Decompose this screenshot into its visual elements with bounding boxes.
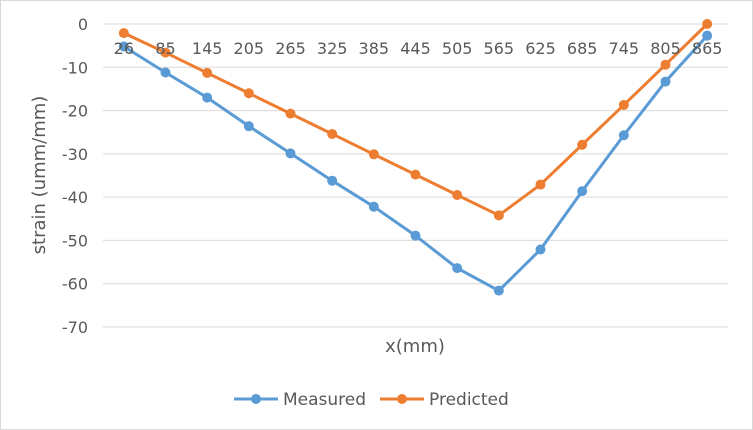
x-tick-label: 565 xyxy=(484,39,515,58)
data-point xyxy=(702,19,713,29)
y-tick-label: -60 xyxy=(62,275,88,294)
data-point xyxy=(202,67,213,78)
legend-marker xyxy=(397,394,407,404)
data-point xyxy=(493,285,504,296)
data-point xyxy=(410,169,421,180)
series-predicted xyxy=(118,19,713,221)
x-tick-label: 445 xyxy=(400,39,431,58)
series-layer xyxy=(118,19,713,296)
data-point xyxy=(160,67,171,78)
y-tick-label: -30 xyxy=(62,145,88,164)
legend-marker xyxy=(251,394,261,404)
data-point xyxy=(285,148,296,159)
x-tick-label: 325 xyxy=(317,39,348,58)
x-tick-label: 145 xyxy=(192,39,223,58)
data-point xyxy=(535,179,546,190)
legend-label: Predicted xyxy=(429,390,509,410)
y-tick-label: -10 xyxy=(62,58,88,77)
legend-item-predicted: Predicted xyxy=(380,390,509,410)
data-point xyxy=(452,189,463,200)
x-axis-title: x(mm) xyxy=(385,336,445,357)
x-tick-label: 205 xyxy=(234,39,265,58)
data-point xyxy=(243,88,254,99)
data-point xyxy=(118,28,129,39)
data-point xyxy=(368,149,379,160)
x-tick-label: 805 xyxy=(650,39,681,58)
data-point xyxy=(660,59,671,70)
data-point xyxy=(368,201,379,212)
data-point xyxy=(577,186,588,197)
data-point xyxy=(243,121,254,132)
x-tick-label: 85 xyxy=(155,39,175,58)
legend: Measured Predicted xyxy=(234,390,509,410)
data-point xyxy=(452,263,463,274)
data-point xyxy=(660,76,671,87)
y-tick-label: -50 xyxy=(62,231,88,250)
y-tick-label: -70 xyxy=(62,318,88,337)
x-tick-label: 26 xyxy=(114,39,134,58)
data-point xyxy=(160,47,171,58)
x-tick-label: 265 xyxy=(275,39,306,58)
data-point xyxy=(535,244,546,255)
y-tick-label: -40 xyxy=(62,188,88,207)
data-point xyxy=(618,99,629,110)
x-axis-tick-labels: 26 85 145 205 265 325 385 445 505 565 625 685 745 805… xyxy=(114,39,723,58)
data-point xyxy=(618,130,629,141)
data-point xyxy=(285,108,296,119)
data-point xyxy=(577,139,588,150)
y-axis-title: strain (umm/mm) xyxy=(29,96,50,255)
series-measured xyxy=(118,30,713,296)
y-tick-label: 0 xyxy=(78,15,88,34)
data-point xyxy=(118,41,129,52)
data-point xyxy=(327,128,338,139)
x-tick-label: 865 xyxy=(692,39,723,58)
x-tick-label: 505 xyxy=(442,39,473,58)
y-axis-tick-labels: 0 -10 -20 -30 -40 -50 -60 -70 xyxy=(62,15,88,337)
y-tick-label: -20 xyxy=(62,102,88,121)
data-point xyxy=(702,30,713,41)
x-tick-label: 385 xyxy=(359,39,390,58)
x-tick-label: 745 xyxy=(609,39,640,58)
data-point xyxy=(410,230,421,241)
legend-label: Measured xyxy=(283,390,366,410)
data-point xyxy=(202,92,213,103)
data-point xyxy=(493,210,504,221)
x-tick-label: 685 xyxy=(567,39,598,58)
x-tick-label: 625 xyxy=(525,39,556,58)
data-point xyxy=(327,175,338,186)
legend-item-measured: Measured xyxy=(234,390,366,410)
